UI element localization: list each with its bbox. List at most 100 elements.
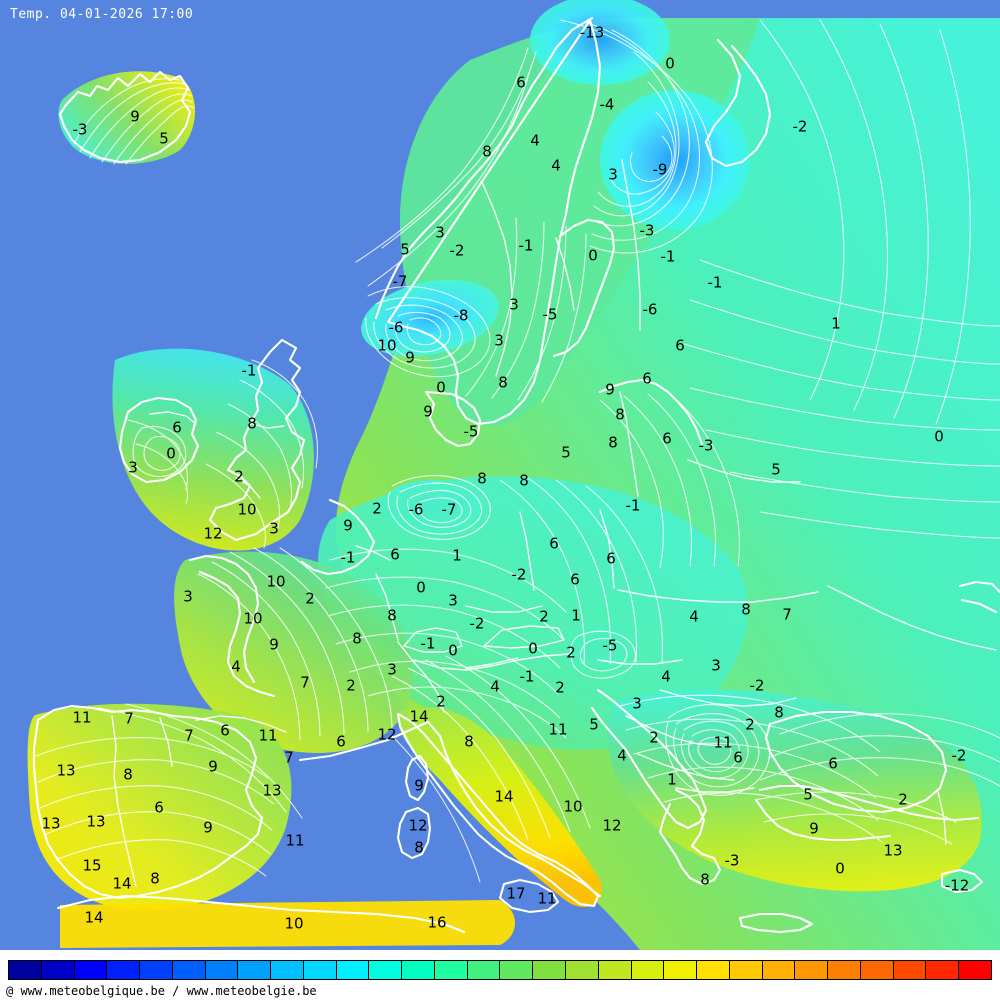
contour-value-label: 5 xyxy=(771,460,781,479)
colorbar-segment[interactable] xyxy=(336,961,370,979)
colorbar-segment[interactable] xyxy=(140,961,173,979)
contour-value-label: 7 xyxy=(284,748,294,767)
contour-value-label: -6 xyxy=(388,318,404,337)
coast-turkey xyxy=(754,784,980,842)
colorbar-segment[interactable] xyxy=(402,961,435,979)
colorbar-segment[interactable] xyxy=(795,961,829,979)
colorbar-segment[interactable] xyxy=(926,961,960,979)
coast-black-sea xyxy=(764,710,948,814)
contour-value-label: 8 xyxy=(387,606,397,625)
contour-value-label: 10 xyxy=(266,572,286,591)
colorbar-segment[interactable] xyxy=(828,961,861,979)
contour-value-label: 1 xyxy=(831,314,841,333)
contour-value-label: 12 xyxy=(602,816,622,835)
contour-value-label: 6 xyxy=(828,754,838,773)
border-sweden-finland xyxy=(555,237,575,311)
contour-value-label: 7 xyxy=(300,673,310,692)
colorbar-segment[interactable] xyxy=(74,961,108,979)
temperature-colorbar[interactable] xyxy=(8,960,992,980)
coast-corsica xyxy=(404,754,430,802)
colorbar-segment[interactable] xyxy=(664,961,698,979)
contour-value-label: 8 xyxy=(123,765,133,784)
colorbar-segment[interactable] xyxy=(762,961,796,979)
contour-value-label: -7 xyxy=(441,500,457,519)
contour-value-label: 10 xyxy=(377,336,397,355)
contour-value-label: 4 xyxy=(490,677,500,696)
contour-value-label: -5 xyxy=(542,305,558,324)
contour-value-label: 4 xyxy=(689,607,699,626)
field-italy xyxy=(398,707,602,908)
contour-value-label: 7 xyxy=(124,709,134,728)
colorbar-segment[interactable] xyxy=(238,961,272,979)
contour-value-label: 4 xyxy=(551,156,561,175)
colorbar-segment[interactable] xyxy=(172,961,206,979)
colorbar-segment[interactable] xyxy=(860,961,894,979)
contour-value-label: 3 xyxy=(269,519,279,538)
contour-value-label: 6 xyxy=(675,336,685,355)
coast-mediterranean-north xyxy=(298,720,602,898)
contour-value-label: 3 xyxy=(494,331,504,350)
colorbar-segment[interactable] xyxy=(303,961,337,979)
border-france-italy xyxy=(397,641,445,713)
colorbar-segment[interactable] xyxy=(500,961,534,979)
contour-value-label: -1 xyxy=(519,667,535,686)
contour-value-label: -2 xyxy=(469,614,485,633)
colorbar-segment[interactable] xyxy=(9,961,42,979)
contour-value-label: 7 xyxy=(184,726,194,745)
contour-value-label: 3 xyxy=(509,295,519,314)
colorbar-segment[interactable] xyxy=(729,961,763,979)
contour-value-label: 1 xyxy=(571,606,581,625)
contour-value-label: 6 xyxy=(154,798,164,817)
colorbar-segment[interactable] xyxy=(697,961,730,979)
coast-ireland xyxy=(118,396,200,484)
contour-value-label: 2 xyxy=(898,790,908,809)
colorbar-segment[interactable] xyxy=(566,961,599,979)
border-benelux xyxy=(355,545,391,561)
colorbar-segment[interactable] xyxy=(959,961,991,979)
contour-value-label: 9 xyxy=(343,516,353,535)
contour-value-label: 5 xyxy=(561,443,571,462)
contour-value-label: -2 xyxy=(749,676,765,695)
contour-value-label: 9 xyxy=(405,348,415,367)
colorbar-segment[interactable] xyxy=(533,961,567,979)
border-greece-bulgaria xyxy=(675,787,755,793)
contour-value-label: -9 xyxy=(652,160,668,179)
contour-value-label: 10 xyxy=(243,609,263,628)
border-france-spain xyxy=(195,715,287,733)
temperature-map[interactable]: Temp. 04-01-2026 17:00 -13 6 0 -4 -2 8 4 4 3 -9 -3… xyxy=(0,0,1000,950)
field-balkans-turkey xyxy=(607,689,982,892)
contour-value-label: 0 xyxy=(448,641,458,660)
contour-value-label: 2 xyxy=(539,607,549,626)
contour-value-label: -1 xyxy=(625,496,641,515)
border-ireland-ni xyxy=(149,411,197,425)
contour-value-label: -3 xyxy=(698,436,714,455)
contour-value-label: -1 xyxy=(340,548,356,567)
colorbar-segment[interactable] xyxy=(467,961,501,979)
border-turkey-east xyxy=(937,791,947,845)
colorbar-segment[interactable] xyxy=(205,961,239,979)
colorbar-segment[interactable] xyxy=(631,961,665,979)
colorbar-segment[interactable] xyxy=(271,961,304,979)
contour-value-label: 9 xyxy=(809,819,819,838)
contour-value-label: -4 xyxy=(599,95,615,114)
contour-value-label: 13 xyxy=(262,781,282,800)
colorbar-segment[interactable] xyxy=(107,961,141,979)
contour-value-label: -5 xyxy=(602,636,618,655)
colorbar-segment[interactable] xyxy=(598,961,632,979)
contour-value-label: 8 xyxy=(414,838,424,857)
contour-value-label: -3 xyxy=(72,120,88,139)
colorbar-segment[interactable] xyxy=(41,961,75,979)
contour-value-label: 11 xyxy=(258,726,278,745)
colorbar-segment[interactable] xyxy=(434,961,468,979)
contour-value-label: 3 xyxy=(632,694,642,713)
border-italy-austria xyxy=(465,657,519,669)
colorbar-segment[interactable] xyxy=(369,961,403,979)
contour-value-label: 11 xyxy=(537,889,557,908)
contour-value-label: 0 xyxy=(934,427,944,446)
contour-value-label: 6 xyxy=(549,534,559,553)
border-spain-regions xyxy=(159,717,173,767)
contour-value-label: 0 xyxy=(166,444,176,463)
colorbar-segment[interactable] xyxy=(893,961,927,979)
contour-value-label: 8 xyxy=(741,600,751,619)
